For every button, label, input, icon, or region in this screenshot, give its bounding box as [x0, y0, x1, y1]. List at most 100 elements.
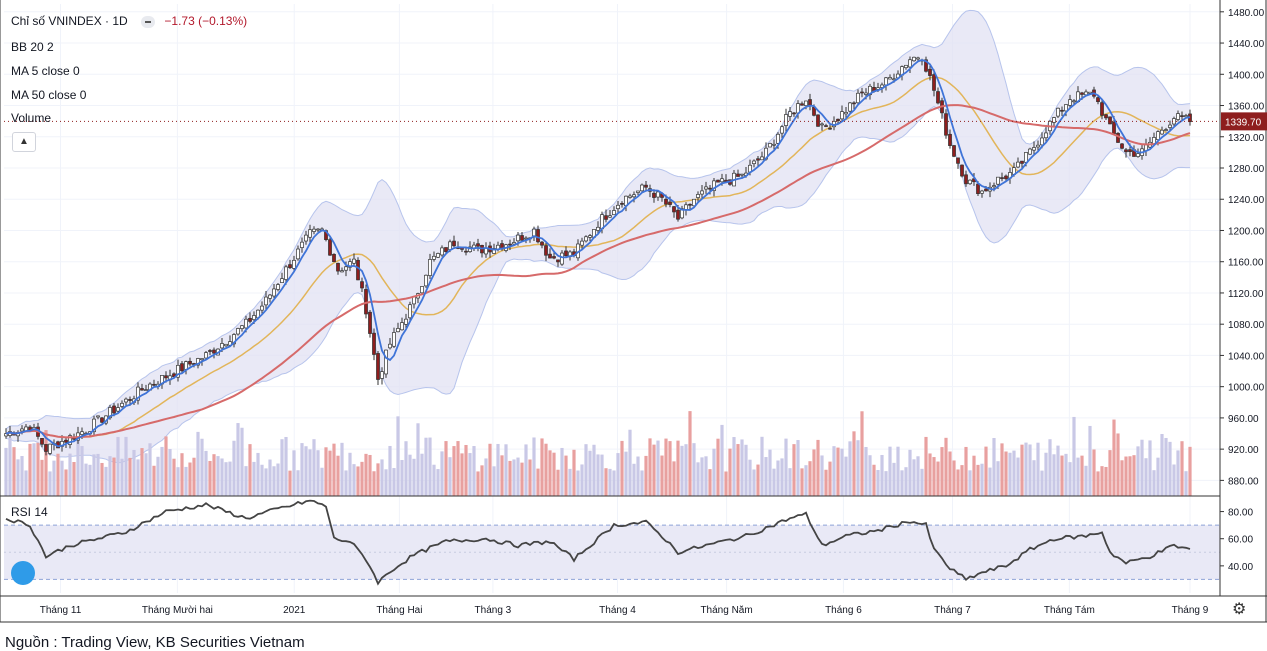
rsi-band [4, 525, 1220, 580]
volume-bar [780, 458, 784, 496]
candle-body [1056, 107, 1060, 117]
volume-bar [1064, 453, 1068, 496]
volume-bar [232, 440, 236, 496]
volume-bar [508, 460, 512, 496]
volume-bar [952, 460, 956, 496]
volume-bar [1096, 471, 1100, 496]
volume-bar [324, 447, 328, 496]
volume-bar [656, 440, 660, 496]
volume-bar [528, 459, 532, 496]
volume-bar [64, 469, 68, 496]
volume-bar [1092, 449, 1096, 496]
legend-volume[interactable]: Volume [11, 111, 52, 125]
volume-bar [124, 436, 128, 496]
candle-body [164, 375, 168, 379]
volume-bar [212, 454, 216, 496]
candle-body [908, 59, 912, 68]
volume-bar [160, 446, 164, 496]
candle-body [276, 284, 280, 290]
volume-bar [128, 457, 132, 496]
candle-body [172, 373, 176, 378]
rsi-pane [0, 495, 1220, 586]
price-tick-label: 1280.00 [1228, 164, 1265, 175]
volume-bar [260, 464, 264, 496]
candle-body [1124, 149, 1128, 153]
volume-bar [832, 446, 836, 496]
candle-body [1036, 144, 1040, 148]
candle-body [604, 215, 608, 220]
volume-bar [536, 468, 540, 496]
volume-bar [444, 441, 448, 496]
price-tick-label: 1160.00 [1228, 258, 1264, 269]
candle-body [632, 194, 636, 198]
volume-bar [332, 443, 336, 496]
volume-bar [240, 427, 244, 496]
candle-body [200, 358, 204, 361]
volume-bar [1108, 450, 1112, 496]
volume-bar [616, 453, 620, 496]
candle-body [508, 243, 512, 246]
rsi-tick-label: 40.00 [1228, 562, 1253, 573]
candle-body [344, 266, 348, 271]
candle-body [188, 360, 192, 365]
volume-bar [968, 470, 972, 496]
candle-body [692, 198, 696, 207]
candle-body [784, 114, 788, 126]
volume-bar [716, 438, 720, 496]
volume-bar [384, 469, 388, 496]
volume-bar [840, 448, 844, 496]
volume-bar [248, 444, 252, 496]
volume-bar [1120, 460, 1124, 496]
volume-bar [412, 458, 416, 496]
candle-body [1020, 160, 1024, 164]
volume-bar [452, 446, 456, 496]
candle-body [180, 363, 184, 372]
candle-body [948, 133, 952, 146]
candle-body [296, 248, 300, 260]
volume-bar [192, 457, 196, 496]
legend-ma50[interactable]: MA 50 close 0 [11, 88, 87, 102]
volume-bar [1020, 444, 1024, 496]
volume-bar [488, 443, 492, 496]
candle-body [1128, 149, 1132, 152]
gear-icon[interactable]: ⚙ [1232, 601, 1247, 618]
candle-body [352, 258, 356, 264]
candle-body [300, 241, 304, 248]
candle-body [1156, 131, 1160, 140]
candle-body [792, 112, 796, 115]
price-tick-label: 1080.00 [1228, 320, 1265, 331]
tradingview-logo-icon[interactable] [11, 561, 35, 585]
volume-bars [4, 411, 1192, 496]
legend-ma5[interactable]: MA 5 close 0 [11, 64, 80, 78]
volume-bar [256, 452, 260, 496]
volume-bar [492, 466, 496, 496]
volume-bar [588, 450, 592, 496]
volume-bar [388, 445, 392, 496]
volume-bar [756, 464, 760, 496]
volume-bar [344, 470, 348, 496]
volume-bar [368, 454, 372, 496]
collapse-legend-button[interactable]: ▲ [12, 132, 36, 152]
volume-bar [1040, 470, 1044, 496]
candle-body [676, 209, 680, 220]
volume-bar [988, 467, 992, 496]
volume-bar [824, 469, 828, 496]
legend-rsi[interactable]: RSI 14 [11, 505, 48, 519]
candle-body [1084, 91, 1088, 96]
candle-body [1104, 114, 1108, 119]
candle-body [736, 173, 740, 177]
volume-bar [236, 423, 240, 496]
candle-body [292, 259, 296, 269]
volume-bar [744, 444, 748, 496]
legend-bb[interactable]: BB 20 2 [11, 40, 54, 54]
volume-bar [56, 453, 60, 496]
candle-body [516, 234, 520, 242]
candle-body [284, 266, 288, 280]
volume-bar [680, 445, 684, 496]
volume-bar [72, 462, 76, 496]
candle-body [116, 407, 120, 412]
visibility-toggle-icon[interactable] [141, 15, 156, 28]
volume-bar [772, 468, 776, 496]
volume-bar [572, 449, 576, 496]
